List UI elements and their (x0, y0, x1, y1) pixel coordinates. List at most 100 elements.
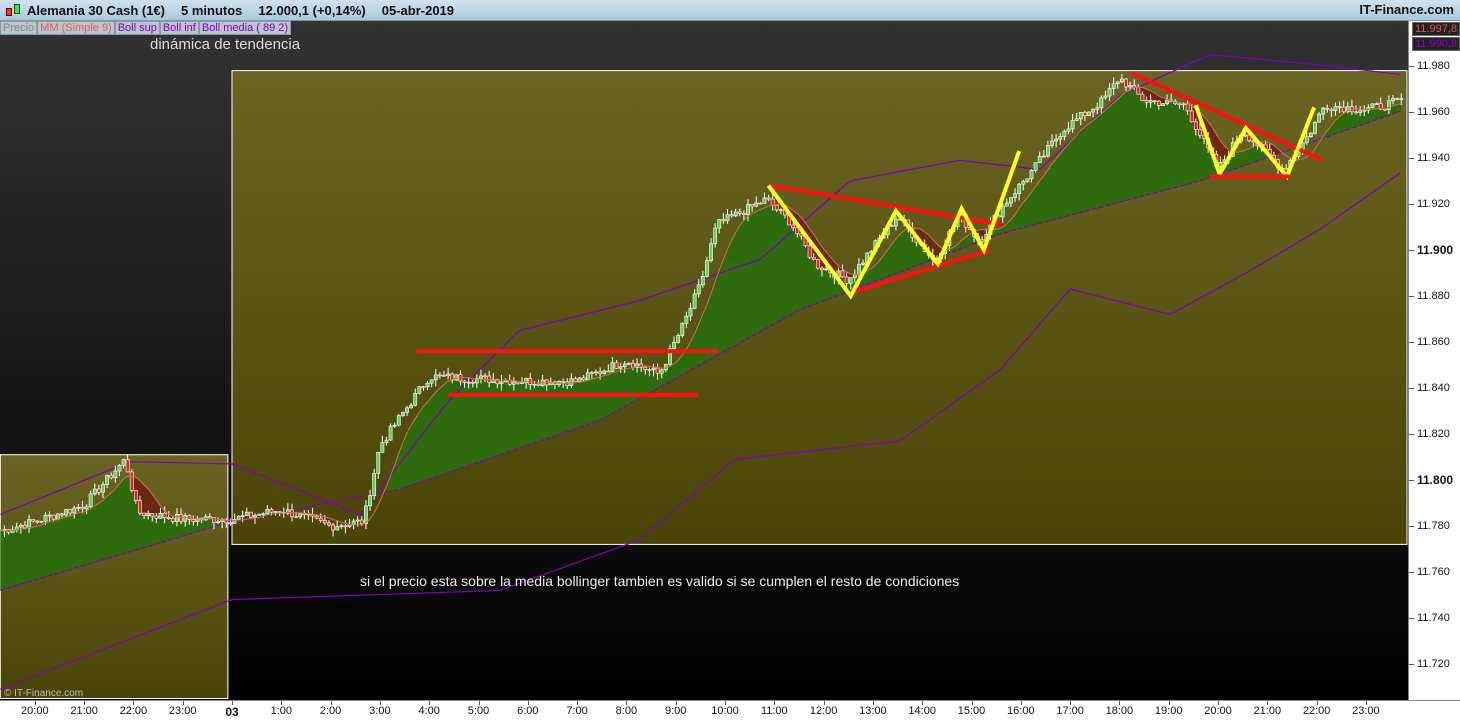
candle-body (1378, 103, 1383, 110)
x-tick-label: 16:00 (1007, 705, 1035, 717)
candle (635, 358, 639, 373)
candle-body (1358, 110, 1363, 113)
candle (138, 495, 142, 516)
trend-fill-up (0, 86, 1402, 591)
candle (1124, 78, 1128, 92)
candle-body (207, 516, 212, 519)
candle-body (318, 517, 323, 521)
candle-body (848, 277, 853, 284)
candle-body (791, 224, 796, 229)
legend-item[interactable]: Boll sup (114, 21, 160, 35)
candle (1103, 90, 1108, 100)
x-tick-mark (1020, 701, 1022, 705)
candle-body (861, 262, 865, 265)
candle-body (1374, 103, 1379, 105)
candle-body (470, 381, 475, 384)
candle (1329, 107, 1334, 117)
candle-body (1115, 81, 1120, 84)
candlestick-icon (4, 2, 22, 18)
candle (1013, 188, 1017, 202)
candle (277, 511, 282, 517)
candle-body (1021, 181, 1026, 185)
candle (150, 513, 155, 522)
candle-body (1198, 129, 1202, 136)
candle (700, 270, 705, 288)
candle-body (285, 509, 290, 514)
candle-body (1333, 106, 1338, 111)
x-tick-mark (774, 701, 776, 705)
date: 05-abr-2019 (381, 2, 455, 18)
x-tick-label: 4:00 (418, 705, 440, 717)
candle (1111, 77, 1116, 96)
candle (820, 266, 824, 277)
candle-body (647, 369, 652, 371)
candle (335, 520, 340, 531)
candle-body (1136, 86, 1141, 95)
price-chart[interactable] (0, 0, 1408, 700)
candle-body (384, 439, 389, 443)
candle (80, 501, 85, 514)
candle (232, 513, 237, 524)
candle (1082, 110, 1087, 121)
candle (170, 516, 175, 525)
candle-body (101, 484, 105, 493)
x-tick-label: 9:00 (664, 705, 687, 717)
quote: 12.000,1 (+0,14%) (258, 2, 366, 18)
x-tick-mark (84, 701, 86, 705)
candle (1391, 94, 1395, 105)
candle-body (474, 378, 479, 384)
candle (807, 243, 812, 260)
legend-item[interactable]: MM (Simple 9) (37, 21, 115, 35)
timeframe[interactable]: 5 minutos (181, 2, 243, 18)
legend-item[interactable]: Boll inf (159, 21, 199, 35)
candle-body (236, 515, 241, 520)
candle-body (327, 522, 331, 526)
candle-body (1119, 78, 1124, 83)
brand-name: IT-Finance.com (1359, 2, 1454, 17)
legend-item[interactable]: Precio (0, 21, 38, 35)
candle (1099, 95, 1104, 114)
candle-body (232, 519, 237, 524)
candle (729, 210, 734, 218)
candle (1284, 164, 1289, 170)
candle (474, 374, 479, 389)
candle-body (244, 511, 249, 517)
candle (179, 508, 183, 525)
candle (376, 452, 381, 479)
watermark: © IT-Finance.com (4, 688, 84, 699)
candle (454, 374, 459, 381)
candle (343, 520, 348, 534)
candle-body (88, 493, 93, 507)
candle-body (1013, 193, 1017, 198)
candle (668, 344, 672, 367)
candle (1144, 96, 1149, 108)
candle (384, 436, 389, 446)
candle-body (750, 204, 755, 207)
x-tick-mark (626, 701, 628, 705)
candle-body (265, 509, 270, 515)
candle-body (1050, 140, 1054, 146)
candle-body (1000, 205, 1005, 218)
legend-item[interactable]: Boll media ( 89 2) (198, 21, 292, 35)
instrument-name: Alemania 30 Cash (1€) (27, 2, 166, 18)
candle (146, 510, 151, 520)
candle-body (343, 525, 348, 528)
candle (401, 411, 405, 417)
candle (750, 204, 755, 212)
time-axis[interactable]: 20:00 21:00 22:00 23:00 03 1:00 2:00 3:00 4:00 5:… (0, 700, 1460, 720)
x-tick-label: 21:00 (70, 705, 98, 717)
candle-body (1099, 97, 1104, 109)
candle (741, 210, 746, 222)
candle (154, 513, 159, 524)
candle (364, 500, 368, 529)
mm-line (0, 86, 1402, 532)
candle (129, 469, 134, 493)
candle-body (314, 515, 319, 519)
x-tick-label: 20:00 (21, 705, 49, 717)
candle-body (1029, 169, 1034, 180)
candle (92, 483, 97, 496)
candle (133, 490, 138, 504)
price-axis[interactable]: 11.980 11.960 11.940 11.920 11.900 11.880 11.8… (1408, 21, 1460, 700)
candle (18, 523, 23, 534)
candle-body (166, 517, 171, 520)
